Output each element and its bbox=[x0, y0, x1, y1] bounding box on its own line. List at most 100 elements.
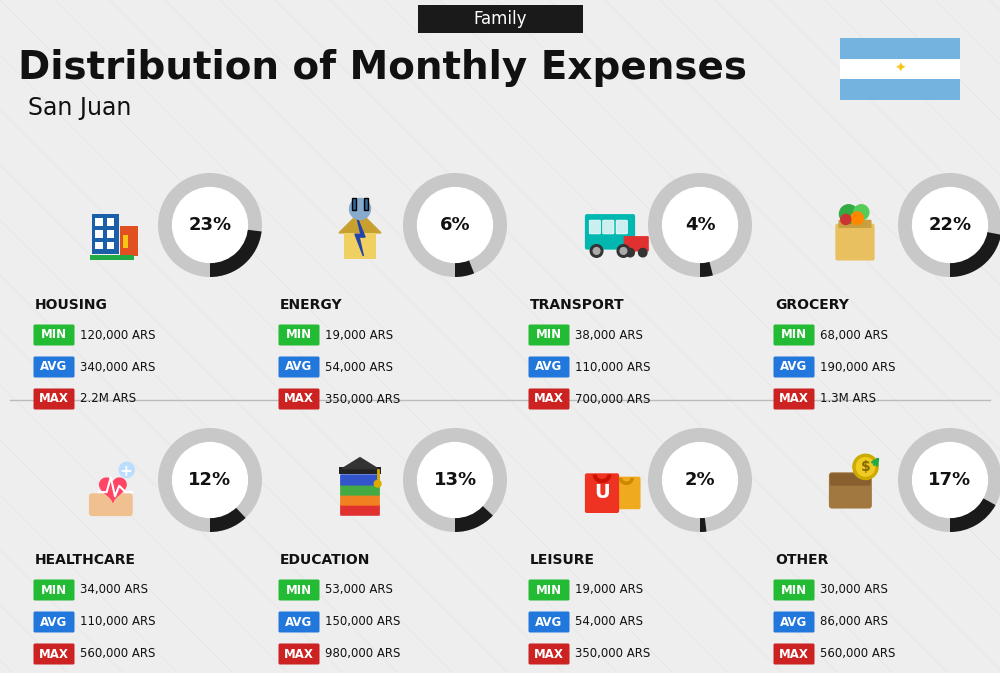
FancyBboxPatch shape bbox=[585, 214, 635, 250]
Circle shape bbox=[418, 443, 492, 518]
Circle shape bbox=[350, 199, 370, 219]
FancyBboxPatch shape bbox=[774, 579, 814, 600]
Wedge shape bbox=[898, 173, 1000, 277]
FancyBboxPatch shape bbox=[364, 198, 368, 210]
Text: Family: Family bbox=[474, 10, 527, 28]
Text: MAX: MAX bbox=[779, 647, 809, 660]
Text: MIN: MIN bbox=[41, 328, 67, 341]
Text: AVG: AVG bbox=[535, 361, 563, 374]
Text: 19,000 ARS: 19,000 ARS bbox=[575, 583, 643, 596]
FancyBboxPatch shape bbox=[838, 219, 872, 228]
Text: MAX: MAX bbox=[39, 647, 69, 660]
Text: +: + bbox=[119, 464, 132, 479]
FancyBboxPatch shape bbox=[34, 643, 74, 664]
Wedge shape bbox=[700, 261, 713, 277]
FancyBboxPatch shape bbox=[835, 223, 875, 260]
FancyBboxPatch shape bbox=[107, 230, 114, 238]
Text: MAX: MAX bbox=[534, 392, 564, 406]
Text: ENERGY: ENERGY bbox=[280, 298, 343, 312]
Circle shape bbox=[590, 245, 603, 257]
FancyBboxPatch shape bbox=[840, 79, 960, 100]
FancyBboxPatch shape bbox=[774, 388, 814, 409]
Text: 6%: 6% bbox=[440, 216, 470, 234]
FancyBboxPatch shape bbox=[612, 476, 641, 509]
FancyBboxPatch shape bbox=[92, 214, 119, 254]
Text: 19,000 ARS: 19,000 ARS bbox=[325, 328, 393, 341]
Text: AVG: AVG bbox=[535, 616, 563, 629]
FancyBboxPatch shape bbox=[528, 579, 570, 600]
FancyBboxPatch shape bbox=[278, 612, 320, 633]
FancyBboxPatch shape bbox=[585, 473, 619, 513]
Text: MIN: MIN bbox=[286, 328, 312, 341]
Text: 150,000 ARS: 150,000 ARS bbox=[325, 616, 400, 629]
Text: MIN: MIN bbox=[781, 328, 807, 341]
FancyBboxPatch shape bbox=[107, 218, 114, 225]
Text: AVG: AVG bbox=[780, 616, 808, 629]
Text: 86,000 ARS: 86,000 ARS bbox=[820, 616, 888, 629]
Wedge shape bbox=[950, 232, 1000, 277]
Text: 34,000 ARS: 34,000 ARS bbox=[80, 583, 148, 596]
Circle shape bbox=[854, 205, 869, 220]
Polygon shape bbox=[339, 212, 381, 233]
Text: 68,000 ARS: 68,000 ARS bbox=[820, 328, 888, 341]
Text: 2%: 2% bbox=[685, 471, 715, 489]
Text: San Juan: San Juan bbox=[28, 96, 131, 120]
Text: TRANSPORT: TRANSPORT bbox=[530, 298, 625, 312]
Circle shape bbox=[173, 188, 247, 262]
Wedge shape bbox=[158, 428, 262, 532]
FancyBboxPatch shape bbox=[89, 493, 133, 516]
FancyBboxPatch shape bbox=[774, 643, 814, 664]
Text: MIN: MIN bbox=[536, 583, 562, 596]
Circle shape bbox=[418, 188, 492, 262]
Wedge shape bbox=[403, 173, 507, 277]
Text: MAX: MAX bbox=[39, 392, 69, 406]
Text: 350,000 ARS: 350,000 ARS bbox=[325, 392, 400, 406]
Text: 560,000 ARS: 560,000 ARS bbox=[820, 647, 895, 660]
FancyBboxPatch shape bbox=[418, 5, 583, 33]
Circle shape bbox=[173, 443, 247, 518]
Circle shape bbox=[663, 188, 737, 262]
FancyBboxPatch shape bbox=[34, 357, 74, 378]
Text: 350,000 ARS: 350,000 ARS bbox=[575, 647, 650, 660]
FancyBboxPatch shape bbox=[830, 473, 871, 486]
Circle shape bbox=[639, 248, 647, 257]
Circle shape bbox=[856, 458, 875, 476]
Wedge shape bbox=[648, 173, 752, 277]
FancyBboxPatch shape bbox=[123, 235, 128, 248]
FancyBboxPatch shape bbox=[278, 579, 320, 600]
Text: 340,000 ARS: 340,000 ARS bbox=[80, 361, 155, 374]
Polygon shape bbox=[355, 216, 365, 256]
Text: 30,000 ARS: 30,000 ARS bbox=[820, 583, 888, 596]
FancyBboxPatch shape bbox=[340, 505, 380, 516]
FancyBboxPatch shape bbox=[624, 236, 649, 252]
FancyBboxPatch shape bbox=[840, 59, 960, 79]
Circle shape bbox=[851, 212, 863, 225]
FancyBboxPatch shape bbox=[589, 220, 600, 234]
Polygon shape bbox=[100, 478, 126, 502]
FancyBboxPatch shape bbox=[352, 198, 356, 210]
FancyBboxPatch shape bbox=[95, 230, 103, 238]
FancyBboxPatch shape bbox=[34, 324, 74, 345]
Text: MIN: MIN bbox=[781, 583, 807, 596]
FancyBboxPatch shape bbox=[107, 242, 114, 249]
Text: $: $ bbox=[861, 460, 870, 474]
FancyBboxPatch shape bbox=[340, 474, 380, 485]
FancyBboxPatch shape bbox=[120, 225, 138, 256]
Wedge shape bbox=[455, 260, 474, 277]
FancyBboxPatch shape bbox=[95, 242, 103, 249]
Text: 700,000 ARS: 700,000 ARS bbox=[575, 392, 650, 406]
Text: Distribution of Monthly Expenses: Distribution of Monthly Expenses bbox=[18, 49, 747, 87]
Text: OTHER: OTHER bbox=[775, 553, 828, 567]
Text: 1.3M ARS: 1.3M ARS bbox=[820, 392, 876, 406]
Circle shape bbox=[620, 248, 627, 254]
Circle shape bbox=[841, 215, 851, 225]
FancyBboxPatch shape bbox=[528, 357, 570, 378]
Circle shape bbox=[839, 205, 858, 223]
Text: AVG: AVG bbox=[285, 361, 313, 374]
Text: HEALTHCARE: HEALTHCARE bbox=[35, 553, 136, 567]
Wedge shape bbox=[648, 428, 752, 532]
Text: GROCERY: GROCERY bbox=[775, 298, 849, 312]
FancyBboxPatch shape bbox=[34, 579, 74, 600]
FancyBboxPatch shape bbox=[774, 357, 814, 378]
FancyBboxPatch shape bbox=[278, 643, 320, 664]
